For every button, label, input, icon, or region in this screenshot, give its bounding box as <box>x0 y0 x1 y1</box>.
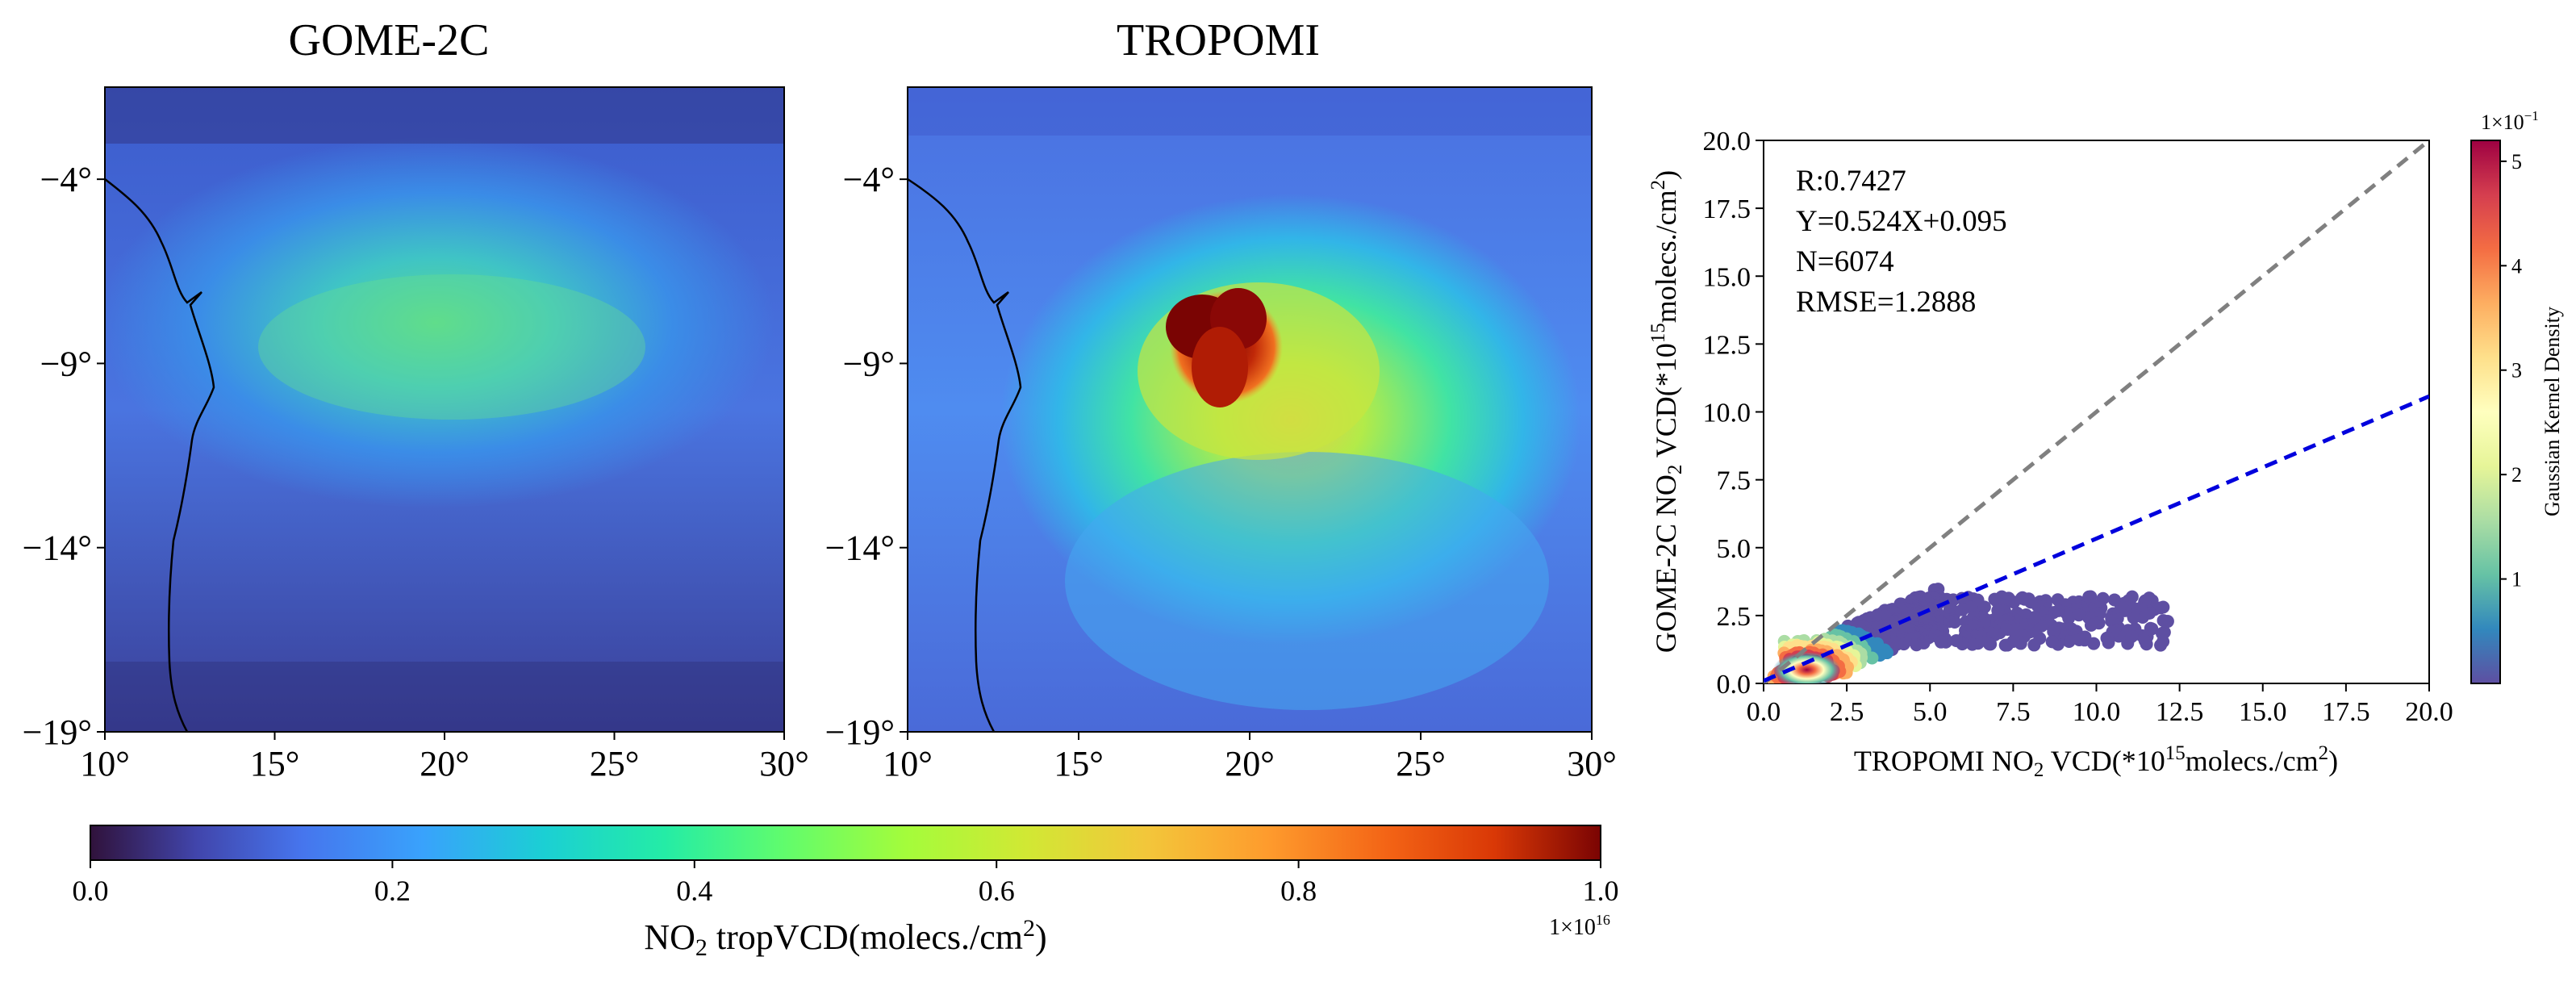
scatter-point <box>2062 612 2076 625</box>
density-tick-label: 5 <box>2511 150 2522 173</box>
scatter-xlabel: TROPOMI NO2 VCD(*1015molecs./cm2) <box>1854 742 2338 781</box>
gome-x-ticks: 10° 15° 20° 25° 30° <box>80 732 809 783</box>
tropomi-coastline <box>907 178 1022 733</box>
x-tick-label: 20° <box>1225 744 1275 783</box>
stat-n: N=6074 <box>1796 245 1894 278</box>
x-tick-label: 12.5 <box>2156 697 2204 727</box>
x-tick-label: 7.5 <box>1996 697 2031 727</box>
scatter-y-ticks: 0.0 2.5 5.0 7.5 10.0 12.5 15.0 17.5 20.0 <box>1703 127 1764 700</box>
scatter-point <box>2084 618 2098 632</box>
x-tick-label: 15° <box>1054 744 1104 783</box>
x-tick-label: 10° <box>80 744 130 783</box>
y-tick-label: −14° <box>23 529 92 568</box>
stat-rmse: RMSE=1.2888 <box>1796 286 1976 319</box>
x-tick-label: 10° <box>883 744 933 783</box>
scatter-stats: R:0.7427 Y=0.524X+0.095 N=6074 RMSE=1.28… <box>1796 165 2007 319</box>
y-tick-label: 0.0 <box>1717 670 1751 700</box>
y-tick-label: 5.0 <box>1717 534 1751 564</box>
scatter-point <box>1865 651 1879 665</box>
x-tick-label: 2.5 <box>1830 697 1864 727</box>
tropomi-x-ticks: 10° 15° 20° 25° 30° <box>883 732 1617 783</box>
y-tick-label: −19° <box>825 712 895 752</box>
x-tick-label: 30° <box>759 744 809 783</box>
scatter-plot: 0.0 2.5 5.0 7.5 10.0 12.5 15.0 17.5 20.0 0.0 2.5 5… <box>1647 127 2453 781</box>
x-tick-label: 25° <box>590 744 640 783</box>
y-tick-label: −4° <box>40 160 92 199</box>
colorbar-tick-label: 0.8 <box>1280 875 1317 907</box>
gome-map <box>105 87 784 732</box>
x-tick-label: 0.0 <box>1747 697 1781 727</box>
y-tick-label: 12.5 <box>1703 330 1751 360</box>
scatter-point <box>2051 593 2065 607</box>
density-tick-label: 2 <box>2511 463 2522 487</box>
scatter-point <box>2045 635 2059 649</box>
colorbar-tick-label: 1.0 <box>1583 875 1619 907</box>
scatter-point <box>2107 593 2121 607</box>
scatter-point <box>2121 637 2135 650</box>
map-colorbar-label: NO2 tropVCD(molecs./cm2) <box>644 915 1046 961</box>
y-tick-label: 10.0 <box>1703 399 1751 428</box>
density-tick-label: 4 <box>2511 254 2522 278</box>
scatter-point <box>2154 638 2168 652</box>
tropomi-map <box>908 87 1592 732</box>
x-tick-label: 15° <box>250 744 300 783</box>
gome-coastline <box>104 178 215 733</box>
density-colorbar-scale: 1×10−1 <box>2481 108 2539 134</box>
y-tick-label: −19° <box>23 712 92 752</box>
map-title-gome: GOME-2C <box>289 15 490 65</box>
scatter-x-ticks: 0.0 2.5 5.0 7.5 10.0 12.5 15.0 17.5 20.0 <box>1747 683 2453 727</box>
map-colorbar <box>90 825 1601 861</box>
stat-equation: Y=0.524X+0.095 <box>1796 205 2007 238</box>
y-tick-label: 17.5 <box>1703 194 1751 224</box>
scatter-point <box>2093 607 2106 620</box>
colorbar-tick-label: 0.4 <box>676 875 712 907</box>
density-colorbar <box>2470 140 2501 684</box>
y-tick-label: −14° <box>825 529 895 568</box>
scatter-point <box>2072 608 2085 622</box>
x-tick-label: 25° <box>1396 744 1446 783</box>
x-tick-label: 20° <box>420 744 470 783</box>
y-tick-label: −9° <box>40 344 92 383</box>
y-tick-label: −4° <box>843 160 895 199</box>
one-to-one-line <box>1764 140 2429 683</box>
density-colorbar-ticks: 1 2 3 4 5 <box>2500 150 2522 591</box>
x-tick-label: 17.5 <box>2322 697 2370 727</box>
y-tick-label: 20.0 <box>1703 127 1751 157</box>
density-tick-label: 3 <box>2511 359 2522 382</box>
y-tick-label: 2.5 <box>1717 602 1751 632</box>
scatter-point <box>1998 638 2012 652</box>
scatter-ylabel: GOME-2C NO2 VCD(*1015molecs./cm2) <box>1647 170 1686 653</box>
density-colorbar-label: Gaussian Kernel Density <box>2541 307 2564 516</box>
x-tick-label: 10.0 <box>2073 697 2121 727</box>
map-colorbar-ticks: 0.0 0.2 0.4 0.6 0.8 1.0 <box>73 860 1619 907</box>
x-tick-label: 20.0 <box>2405 697 2453 727</box>
scatter-point <box>2127 611 2140 625</box>
colorbar-tick-label: 0.0 <box>73 875 109 907</box>
scatter-point <box>1949 633 1963 647</box>
scatter-point <box>2156 614 2170 628</box>
x-tick-label: 30° <box>1567 744 1617 783</box>
x-tick-label: 5.0 <box>1913 697 1948 727</box>
density-core <box>1772 652 1841 683</box>
density-tick-label: 1 <box>2511 568 2522 591</box>
y-tick-label: 15.0 <box>1703 262 1751 292</box>
scatter-point <box>2047 625 2060 638</box>
map-title-tropomi: TROPOMI <box>1117 15 1320 65</box>
scatter-point <box>1934 635 1948 649</box>
x-tick-label: 15.0 <box>2239 697 2287 727</box>
gome-y-ticks: −4° −9° −14° −19° <box>23 160 105 752</box>
scatter-point <box>2102 636 2115 650</box>
y-tick-label: 7.5 <box>1717 466 1751 496</box>
stat-r: R:0.7427 <box>1796 165 1906 198</box>
y-tick-label: −9° <box>843 344 895 383</box>
map-colorbar-scale: 1×1016 <box>1549 912 1610 940</box>
colorbar-tick-label: 0.6 <box>979 875 1015 907</box>
scatter-point <box>2073 633 2086 647</box>
tropomi-y-ticks: −4° −9° −14° −19° <box>825 160 908 752</box>
colorbar-tick-label: 0.2 <box>374 875 411 907</box>
fit-line <box>1764 394 2429 683</box>
scatter-point <box>2027 638 2041 652</box>
